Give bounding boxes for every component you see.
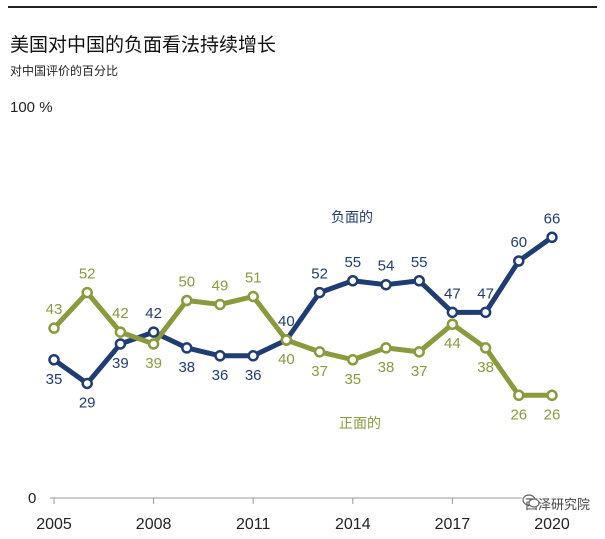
negative-data-point [147,326,160,338]
positive-value-label: 43 [46,301,63,318]
watermark-text: 西泽研究院 [524,498,590,513]
positive-data-point [446,318,459,330]
chart-title: 美国对中国的负面看法持续增长 [10,34,277,56]
negative-data-point [513,255,525,267]
positive-data-point [181,294,193,307]
positive-series-name: 正面的 [339,415,381,431]
positive-data-point [513,389,525,402]
negative-value-label: 47 [444,285,461,302]
positive-value-label: 52 [79,266,96,283]
x-tick-label: 2008 [136,516,172,533]
positive-value-label: 44 [444,335,461,352]
negative-data-point [413,275,425,287]
positive-series-line [51,290,555,398]
watermark: 西泽研究院 [521,494,593,513]
positive-data-point [147,338,160,350]
negative-data-point [48,354,60,366]
negative-value-label: 54 [378,258,395,275]
negative-data-point [114,338,127,350]
positive-value-label: 26 [510,406,527,423]
negative-value-label: 47 [477,285,494,302]
x-tick-label: 2020 [534,516,570,533]
negative-data-point [81,377,93,390]
positive-data-point [280,334,293,346]
negative-data-point [380,278,392,291]
positive-data-point [380,342,392,354]
wechat-icon [522,494,540,508]
positive-data-point [413,346,425,358]
top-rule [8,6,597,8]
x-tick-label: 2014 [335,516,371,533]
negative-value-label: 36 [245,367,262,384]
negative-value-label: 39 [112,355,129,372]
positive-value-label: 38 [378,359,395,376]
x-tick-label: 2005 [36,516,72,533]
positive-value-label: 35 [344,371,361,388]
positive-value-label: 51 [245,270,262,287]
negative-data-point [347,275,359,287]
chart-subtitle: 对中国评价的百分比 [10,64,119,78]
negative-data-point [446,306,459,319]
positive-value-label: 37 [411,363,428,380]
positive-data-point [247,290,259,303]
x-tick-label: 2017 [435,516,471,533]
negative-data-point [214,350,226,362]
positive-value-label: 49 [212,277,229,294]
x-tick-label: 2011 [236,516,271,533]
positive-value-label: 42 [112,305,129,322]
positive-data-point [81,286,93,299]
positive-value-label: 50 [178,274,195,291]
positive-value-label: 26 [544,406,561,423]
negative-value-label: 66 [544,210,561,227]
negative-data-point [313,286,326,299]
negative-value-label: 29 [79,394,96,411]
negative-value-label: 55 [411,254,428,271]
positive-data-point [114,326,127,338]
positive-value-label: 37 [311,363,328,380]
negative-data-point [479,306,492,319]
negative-value-label: 52 [311,266,328,283]
y-tick-label-100: 100 % [10,99,53,116]
negative-value-label: 60 [510,234,527,251]
positive-value-label: 40 [278,351,295,368]
negative-value-label: 40 [278,313,295,330]
negative-value-label: 36 [212,367,229,384]
negative-data-point [247,350,259,362]
positive-data-point [48,322,60,334]
positive-value-label: 38 [477,359,494,376]
positive-data-point [313,346,326,358]
negative-value-label: 42 [145,305,162,322]
negative-data-point [546,231,558,244]
negative-value-label: 38 [178,359,195,376]
positive-data-point [347,354,359,366]
negative-data-point [181,342,193,354]
negative-value-label: 35 [46,371,63,388]
y-tick-label-0: 0 [28,490,36,507]
positive-value-label: 39 [145,355,162,372]
negative-series-name: 负面的 [331,209,373,225]
positive-data-point [479,342,492,354]
positive-data-point [214,298,226,311]
negative-value-label: 55 [344,254,361,271]
positive-data-point [546,389,558,402]
